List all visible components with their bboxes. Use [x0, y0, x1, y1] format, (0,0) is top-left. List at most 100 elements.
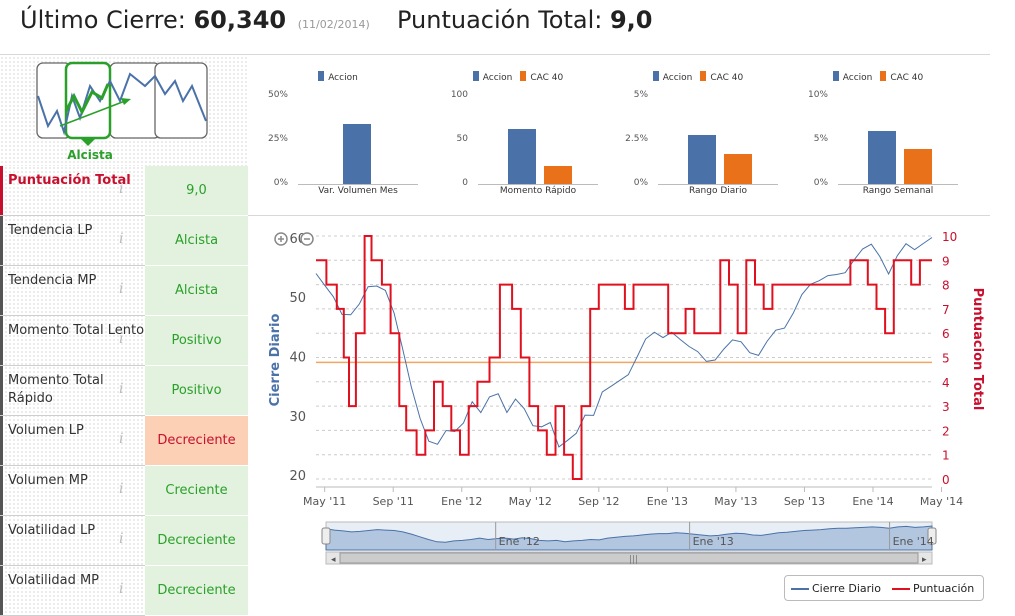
- scrollbar-thumb[interactable]: [339, 552, 919, 564]
- navigator-handle-right[interactable]: [927, 527, 937, 545]
- legend-label[interactable]: Accion: [328, 73, 358, 83]
- indicator-label: Momento Total Rápido: [0, 366, 145, 415]
- bar-accion[interactable]: [508, 128, 536, 184]
- bar-accion[interactable]: [688, 134, 716, 184]
- legend-label[interactable]: CAC 40: [710, 73, 744, 83]
- zoom-out-icon[interactable]: [300, 232, 314, 246]
- scroll-left-icon[interactable]: ◂: [331, 555, 336, 565]
- indicator-label: Tendencia LP: [0, 216, 145, 265]
- chart-legend: Cierre Diario Puntuación: [784, 575, 984, 601]
- bar-cac40[interactable]: [724, 154, 752, 184]
- indicator-label: Volumen MP: [0, 466, 145, 515]
- legend-swatch: [652, 71, 659, 81]
- mini-legend: Accion CAC 40: [608, 71, 788, 83]
- mini-legend: Accion CAC 40: [428, 71, 608, 83]
- y2-tick-label: 1: [942, 449, 950, 463]
- y-axis-title: Cierre Diario: [268, 314, 283, 407]
- mini-y-tick: 50: [456, 134, 468, 144]
- indicator-value: Positivo: [145, 316, 248, 365]
- y2-tick-label: 6: [942, 327, 950, 341]
- indicator-value: Decreciente: [145, 516, 248, 565]
- bar-accion[interactable]: [343, 124, 371, 184]
- mini-y-tick: 10%: [807, 90, 828, 100]
- indicator-label: Volatilidad LP: [0, 516, 145, 565]
- bar-cac40[interactable]: [904, 148, 932, 184]
- indicator-row: Momento Total Lento i Positivo: [0, 316, 248, 366]
- mini-x-axis: [658, 184, 778, 185]
- row-divider: [0, 215, 145, 216]
- indicator-value: Alcista: [145, 216, 248, 265]
- row-divider: [0, 515, 145, 516]
- indicator-label: Volumen LP: [0, 416, 145, 465]
- y2-tick-label: 5: [942, 352, 950, 366]
- mini-y-tick: 0%: [813, 178, 828, 188]
- last-close-label: Último Cierre:: [20, 6, 186, 34]
- legend-label[interactable]: CAC 40: [890, 73, 924, 83]
- info-icon[interactable]: i: [119, 381, 124, 397]
- mini-category: Rango Diario: [688, 186, 747, 196]
- bar-accion[interactable]: [868, 131, 896, 184]
- price-score-chart: 20 30 40 50 60 0 1 2 3 4 5 6 7 8 9 10 May '11 Sep '11 Ene …: [256, 224, 990, 604]
- mini-legend: Accion CAC 40: [788, 71, 968, 83]
- indicator-label: Momento Total Lento: [0, 316, 145, 365]
- legend-score[interactable]: Puntuación: [913, 582, 975, 595]
- mini-y-tick: 0%: [273, 178, 288, 188]
- mini-category: Momento Rápido: [499, 186, 577, 196]
- legend-price[interactable]: Cierre Diario: [812, 582, 881, 595]
- y2-tick-label: 0: [942, 473, 950, 487]
- mini-category: Rango Semanal: [862, 186, 934, 196]
- info-icon[interactable]: i: [119, 431, 124, 447]
- series-score[interactable]: [316, 235, 932, 480]
- y2-tick-label: 10: [942, 230, 957, 244]
- y2-tick-label: 2: [942, 424, 950, 438]
- navigator-handle-left[interactable]: [321, 527, 331, 545]
- mini-y-tick: 100: [450, 90, 468, 100]
- indicator-value: Decreciente: [145, 416, 248, 465]
- legend-label[interactable]: Accion: [482, 73, 513, 83]
- y-tick-label: 30: [289, 410, 306, 425]
- info-icon[interactable]: i: [119, 581, 124, 597]
- indicator-label: Tendencia MP: [0, 266, 145, 315]
- x-tick-label: May '14: [920, 495, 963, 508]
- mini-chart-momentum: Accion CAC 40 100 50 0 Momento Rápido: [428, 56, 608, 206]
- scroll-right-icon[interactable]: ▸: [922, 555, 927, 565]
- series-price[interactable]: [315, 237, 933, 448]
- navigator-series: [325, 525, 933, 551]
- indicator-row: Tendencia LP i Alcista: [0, 216, 248, 266]
- info-icon[interactable]: i: [119, 531, 124, 547]
- legend-label[interactable]: Accion: [842, 73, 873, 83]
- indicator-value: Creciente: [145, 466, 248, 515]
- info-icon[interactable]: i: [119, 231, 124, 247]
- mini-y-tick: 2.5%: [625, 134, 648, 144]
- info-icon[interactable]: i: [119, 481, 124, 497]
- navigator-tick-label: Ene '13: [693, 535, 734, 548]
- y2-axis-title: Puntuacion Total: [970, 288, 985, 411]
- y2-tick-label: 9: [942, 254, 950, 268]
- info-icon[interactable]: i: [119, 331, 124, 347]
- y2-tick-label: 8: [942, 279, 950, 293]
- navigator-tick-label: Ene '12: [499, 535, 540, 548]
- bar-cac40[interactable]: [544, 166, 572, 184]
- indicator-row: Momento Total Rápido i Positivo: [0, 366, 248, 416]
- last-close: Último Cierre: 60,340 (11/02/2014): [20, 6, 370, 34]
- indicator-row: Volatilidad LP i Decreciente: [0, 516, 248, 566]
- info-icon[interactable]: i: [119, 181, 124, 197]
- y2-tick-label: 4: [942, 376, 950, 390]
- scroll-grip-icon[interactable]: |||: [629, 555, 638, 565]
- y2-tick-label: 3: [942, 400, 950, 414]
- page-header: Último Cierre: 60,340 (11/02/2014) Puntu…: [0, 0, 990, 55]
- mini-category: Var. Volumen Mes: [318, 186, 398, 196]
- y-tick-label: 20: [289, 469, 306, 484]
- zoom-in-icon[interactable]: [274, 232, 288, 246]
- legend-score-line: [892, 588, 910, 590]
- legend-label[interactable]: Accion: [662, 73, 693, 83]
- legend-swatch: [880, 71, 887, 81]
- legend-label[interactable]: CAC 40: [530, 73, 564, 83]
- trend-label: Alcista: [67, 148, 113, 162]
- info-icon[interactable]: i: [119, 281, 124, 297]
- y-tick-label: 50: [289, 291, 306, 306]
- mini-x-axis: [298, 184, 418, 185]
- mini-chart-volume: Accion 50% 25% 0% Var. Volumen Mes: [248, 56, 428, 206]
- indicator-label: Puntuación Total: [0, 166, 145, 215]
